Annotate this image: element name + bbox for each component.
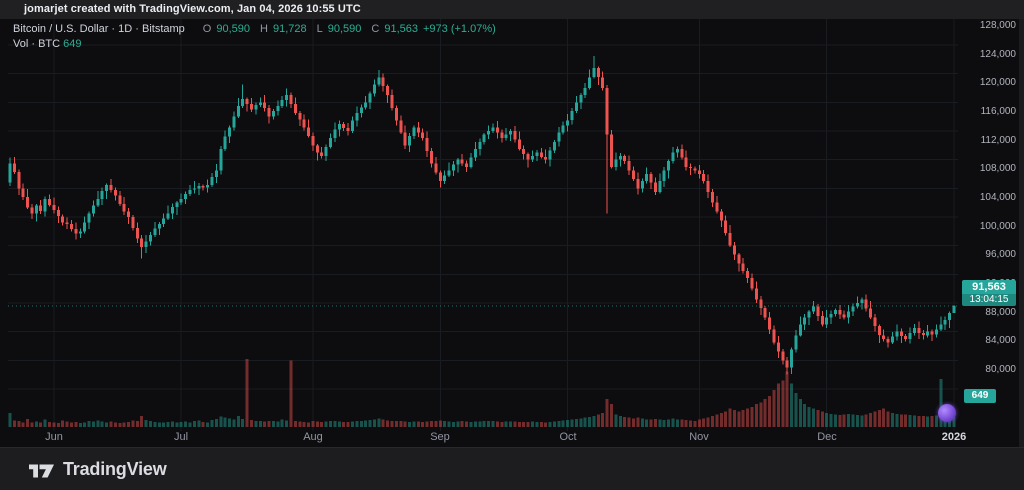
volume-series	[8, 359, 956, 427]
ohlc-high: H 91,728	[260, 23, 307, 35]
price-axis-label: 100,000	[979, 221, 1016, 232]
last-price-badge: 91,563 13:04:15	[962, 280, 1016, 306]
legend-row-main: Bitcoin / U.S. Dollar · 1D · Bitstamp O 90…	[13, 22, 496, 37]
volume-label: Vol · BTC	[13, 38, 61, 50]
event-sticker-icon[interactable]	[938, 404, 956, 422]
time-axis-label-2026: 2026	[941, 431, 967, 443]
last-price-value: 91,563	[972, 281, 1006, 293]
right-edge-strip	[1019, 19, 1024, 447]
price-axis-label: 108,000	[979, 163, 1016, 174]
ohlc-values: O 90,590 H 91,728 L 90,590 C 91,563 +973 (+1.07%…	[193, 23, 496, 35]
footer-bar: TradingView	[0, 447, 1024, 490]
tradingview-logo[interactable]: TradingView	[28, 459, 167, 480]
price-axis-label: 80,000	[985, 364, 1016, 375]
candlestick-series	[8, 55, 956, 375]
price-axis-label: 84,000	[985, 335, 1016, 346]
volume-value: 649	[63, 38, 82, 50]
price-axis-label: 116,000	[980, 106, 1016, 117]
time-axis-label-jun: Jun	[45, 431, 63, 443]
ohlc-close: C 91,563	[371, 23, 418, 35]
time-axis-label-oct: Oct	[559, 431, 577, 443]
attribution-text: jomarjet created with TradingView.com, J…	[24, 3, 361, 15]
time-axis-label-nov: Nov	[689, 431, 709, 443]
price-axis-label: 88,000	[985, 307, 1016, 318]
time-axis[interactable]: Jun Jul Aug Sep Oct Nov Dec 2026	[0, 429, 966, 447]
time-axis-label-sep: Sep	[430, 431, 450, 443]
price-axis-label: 104,000	[979, 192, 1016, 203]
chart-canvas[interactable]	[0, 19, 1024, 447]
ohlc-open: O 90,590	[202, 23, 250, 35]
bar-countdown: 13:04:15	[962, 294, 1016, 306]
ohlc-low: L 90,590	[316, 23, 362, 35]
price-chart[interactable]: Bitcoin / U.S. Dollar · 1D · Bitstamp O 90…	[0, 19, 1024, 447]
time-axis-label-aug: Aug	[303, 431, 323, 443]
price-axis-label: 124,000	[979, 49, 1016, 60]
symbol-title[interactable]: Bitcoin / U.S. Dollar · 1D · Bitstamp	[13, 23, 185, 35]
price-axis-label: 120,000	[979, 77, 1016, 88]
tradingview-logo-text: TradingView	[63, 458, 167, 479]
price-axis[interactable]: 91,563 13:04:15 649 128,000 124,000 120,00…	[958, 0, 1024, 428]
volume-badge: 649	[964, 389, 996, 403]
price-axis-label: 128,000	[979, 20, 1016, 31]
change-value: +973 (+1.07%)	[423, 23, 496, 35]
price-axis-label: 112,000	[980, 135, 1016, 146]
tradingview-logo-icon	[29, 464, 54, 477]
symbol-legend: Bitcoin / U.S. Dollar · 1D · Bitstamp O 90…	[13, 22, 496, 52]
price-axis-label: 96,000	[985, 249, 1016, 260]
time-axis-label-dec: Dec	[817, 431, 837, 443]
attribution-bar: jomarjet created with TradingView.com, J…	[0, 0, 1024, 19]
legend-row-volume: Vol · BTC 649	[13, 37, 496, 52]
time-axis-label-jul: Jul	[173, 431, 189, 443]
